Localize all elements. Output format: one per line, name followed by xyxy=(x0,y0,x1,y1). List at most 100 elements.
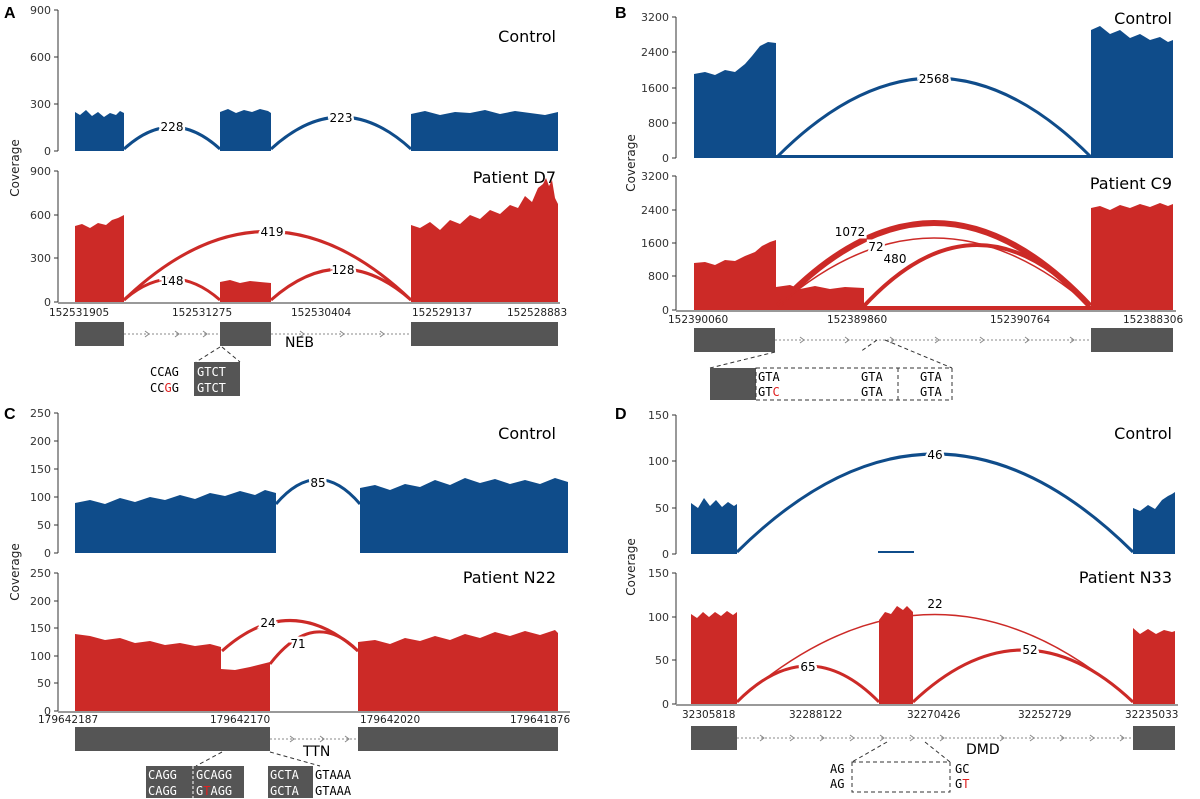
control-coverage xyxy=(691,492,1175,554)
control-coverage xyxy=(75,478,568,553)
junction-count: 24 xyxy=(260,616,275,630)
patient-title: Patient N33 xyxy=(1079,568,1172,587)
control-title: Control xyxy=(1114,424,1172,443)
junction-count: 128 xyxy=(332,263,355,277)
sequence-text: GC xyxy=(955,762,969,776)
tick-label: 150 xyxy=(30,463,51,476)
junction-count: 72 xyxy=(868,240,883,254)
mutation-base: T xyxy=(203,784,210,798)
gene-model xyxy=(75,727,558,751)
tick-label: 300 xyxy=(30,252,51,265)
control-title: Control xyxy=(498,27,556,46)
tick-label: 800 xyxy=(648,117,669,130)
tick-label: 0 xyxy=(662,548,669,561)
tick-label: 100 xyxy=(30,491,51,504)
sequence-text: GCTA xyxy=(270,768,300,782)
tick-label: 0 xyxy=(44,547,51,560)
genomic-position: 152531905 xyxy=(49,307,109,319)
tick-label: 0 xyxy=(44,296,51,309)
genomic-position: 152531275 xyxy=(172,307,232,319)
gene-model xyxy=(694,328,1173,352)
sequence-text: GTCT xyxy=(197,365,226,379)
sequence-inset: CCAG GTCT CCGG GTCT xyxy=(150,346,241,396)
tick-label: 150 xyxy=(648,567,669,580)
tick-label: 250 xyxy=(30,407,51,420)
mutation-base: T xyxy=(962,777,969,791)
control-junction xyxy=(776,76,1092,158)
junction-count: 148 xyxy=(161,274,184,288)
genomic-position: 179641876 xyxy=(510,714,570,726)
tick-label: 100 xyxy=(30,650,51,663)
tick-label: 900 xyxy=(30,165,51,178)
patient-coverage xyxy=(75,630,558,711)
tick-label: 100 xyxy=(648,611,669,624)
genomic-position: 32252729 xyxy=(1018,709,1071,721)
genomic-position: 152389860 xyxy=(827,314,887,326)
sequence-text: CCGG xyxy=(150,381,179,395)
patient-title: Patient C9 xyxy=(1090,174,1172,193)
tick-label: 0 xyxy=(662,698,669,711)
sequence-text: AG xyxy=(830,762,844,776)
junction-count: 85 xyxy=(310,476,325,490)
patient-coverage xyxy=(691,606,1175,704)
tick-label: 150 xyxy=(648,409,669,422)
tick-label: 3200 xyxy=(641,11,669,24)
junction-count: 228 xyxy=(161,120,184,134)
patient-junctions xyxy=(775,220,1093,309)
sequence-inset: GTA GTA GTA GTC GTA GTA xyxy=(709,339,953,401)
control-coverage xyxy=(694,26,1173,158)
control-axis: 0 50 100 150 xyxy=(648,409,677,561)
genomic-position: 179642187 xyxy=(38,714,98,726)
genomic-position: 152388306 xyxy=(1123,314,1183,326)
panel-b: B Coverage 0 800 1600 2400 3200 Control … xyxy=(615,5,1183,401)
junction-count: 223 xyxy=(330,111,353,125)
control-junction xyxy=(274,478,362,505)
junction-count: 65 xyxy=(800,660,815,674)
tick-label: 0 xyxy=(662,152,669,165)
sequence-text: AG xyxy=(830,777,844,791)
panel-letter: B xyxy=(615,5,627,22)
patient-axis: 0 300 600 900 xyxy=(30,165,59,309)
tick-label: 600 xyxy=(30,51,51,64)
y-axis-label: Coverage xyxy=(624,134,638,192)
junction-count: 419 xyxy=(261,225,284,239)
gene-name: DMD xyxy=(966,742,1000,758)
control-junctions xyxy=(122,115,413,151)
sequence-text: GTCT xyxy=(197,381,226,395)
sequence-text: GTA xyxy=(920,385,942,399)
sequence-text: GTAGG xyxy=(196,784,232,798)
genomic-position: 179642170 xyxy=(210,714,270,726)
tick-label: 50 xyxy=(655,654,669,667)
sequence-inset: CAGG GCAGG GCTA GTAAA CAGG GTAGG GCTA GT… xyxy=(146,751,352,798)
tick-label: 0 xyxy=(44,145,51,158)
gene-name: TTN xyxy=(302,744,330,760)
sequence-text: GTA xyxy=(861,370,883,384)
control-junction xyxy=(735,452,1135,554)
tick-label: 150 xyxy=(30,622,51,635)
patient-axis: 0 800 1600 2400 3200 xyxy=(641,170,677,317)
tick-label: 3200 xyxy=(641,170,669,183)
junction-count: 1072 xyxy=(835,225,866,239)
tick-label: 600 xyxy=(30,209,51,222)
control-axis: 0 300 600 900 xyxy=(30,4,59,158)
junction-count: 71 xyxy=(290,637,305,651)
genomic-position: 32305818 xyxy=(682,709,735,721)
patient-junctions xyxy=(220,619,360,665)
sequence-text: GT xyxy=(955,777,969,791)
tick-label: 100 xyxy=(648,455,669,468)
sequence-text: CAGG xyxy=(148,784,177,798)
junction-count: 480 xyxy=(884,252,907,266)
tick-label: 900 xyxy=(30,4,51,17)
control-axis: 0 800 1600 2400 3200 xyxy=(641,11,677,165)
sequence-text: GTC xyxy=(758,385,780,399)
control-title: Control xyxy=(498,424,556,443)
genomic-position: 179642020 xyxy=(360,714,420,726)
patient-junctions xyxy=(735,613,1135,704)
tick-label: 50 xyxy=(37,677,51,690)
genomic-position: 152530404 xyxy=(291,307,351,319)
genomic-position: 152528883 xyxy=(507,307,567,319)
genomic-position: 152390764 xyxy=(990,314,1050,326)
gene-model xyxy=(75,322,558,346)
tick-label: 300 xyxy=(30,98,51,111)
